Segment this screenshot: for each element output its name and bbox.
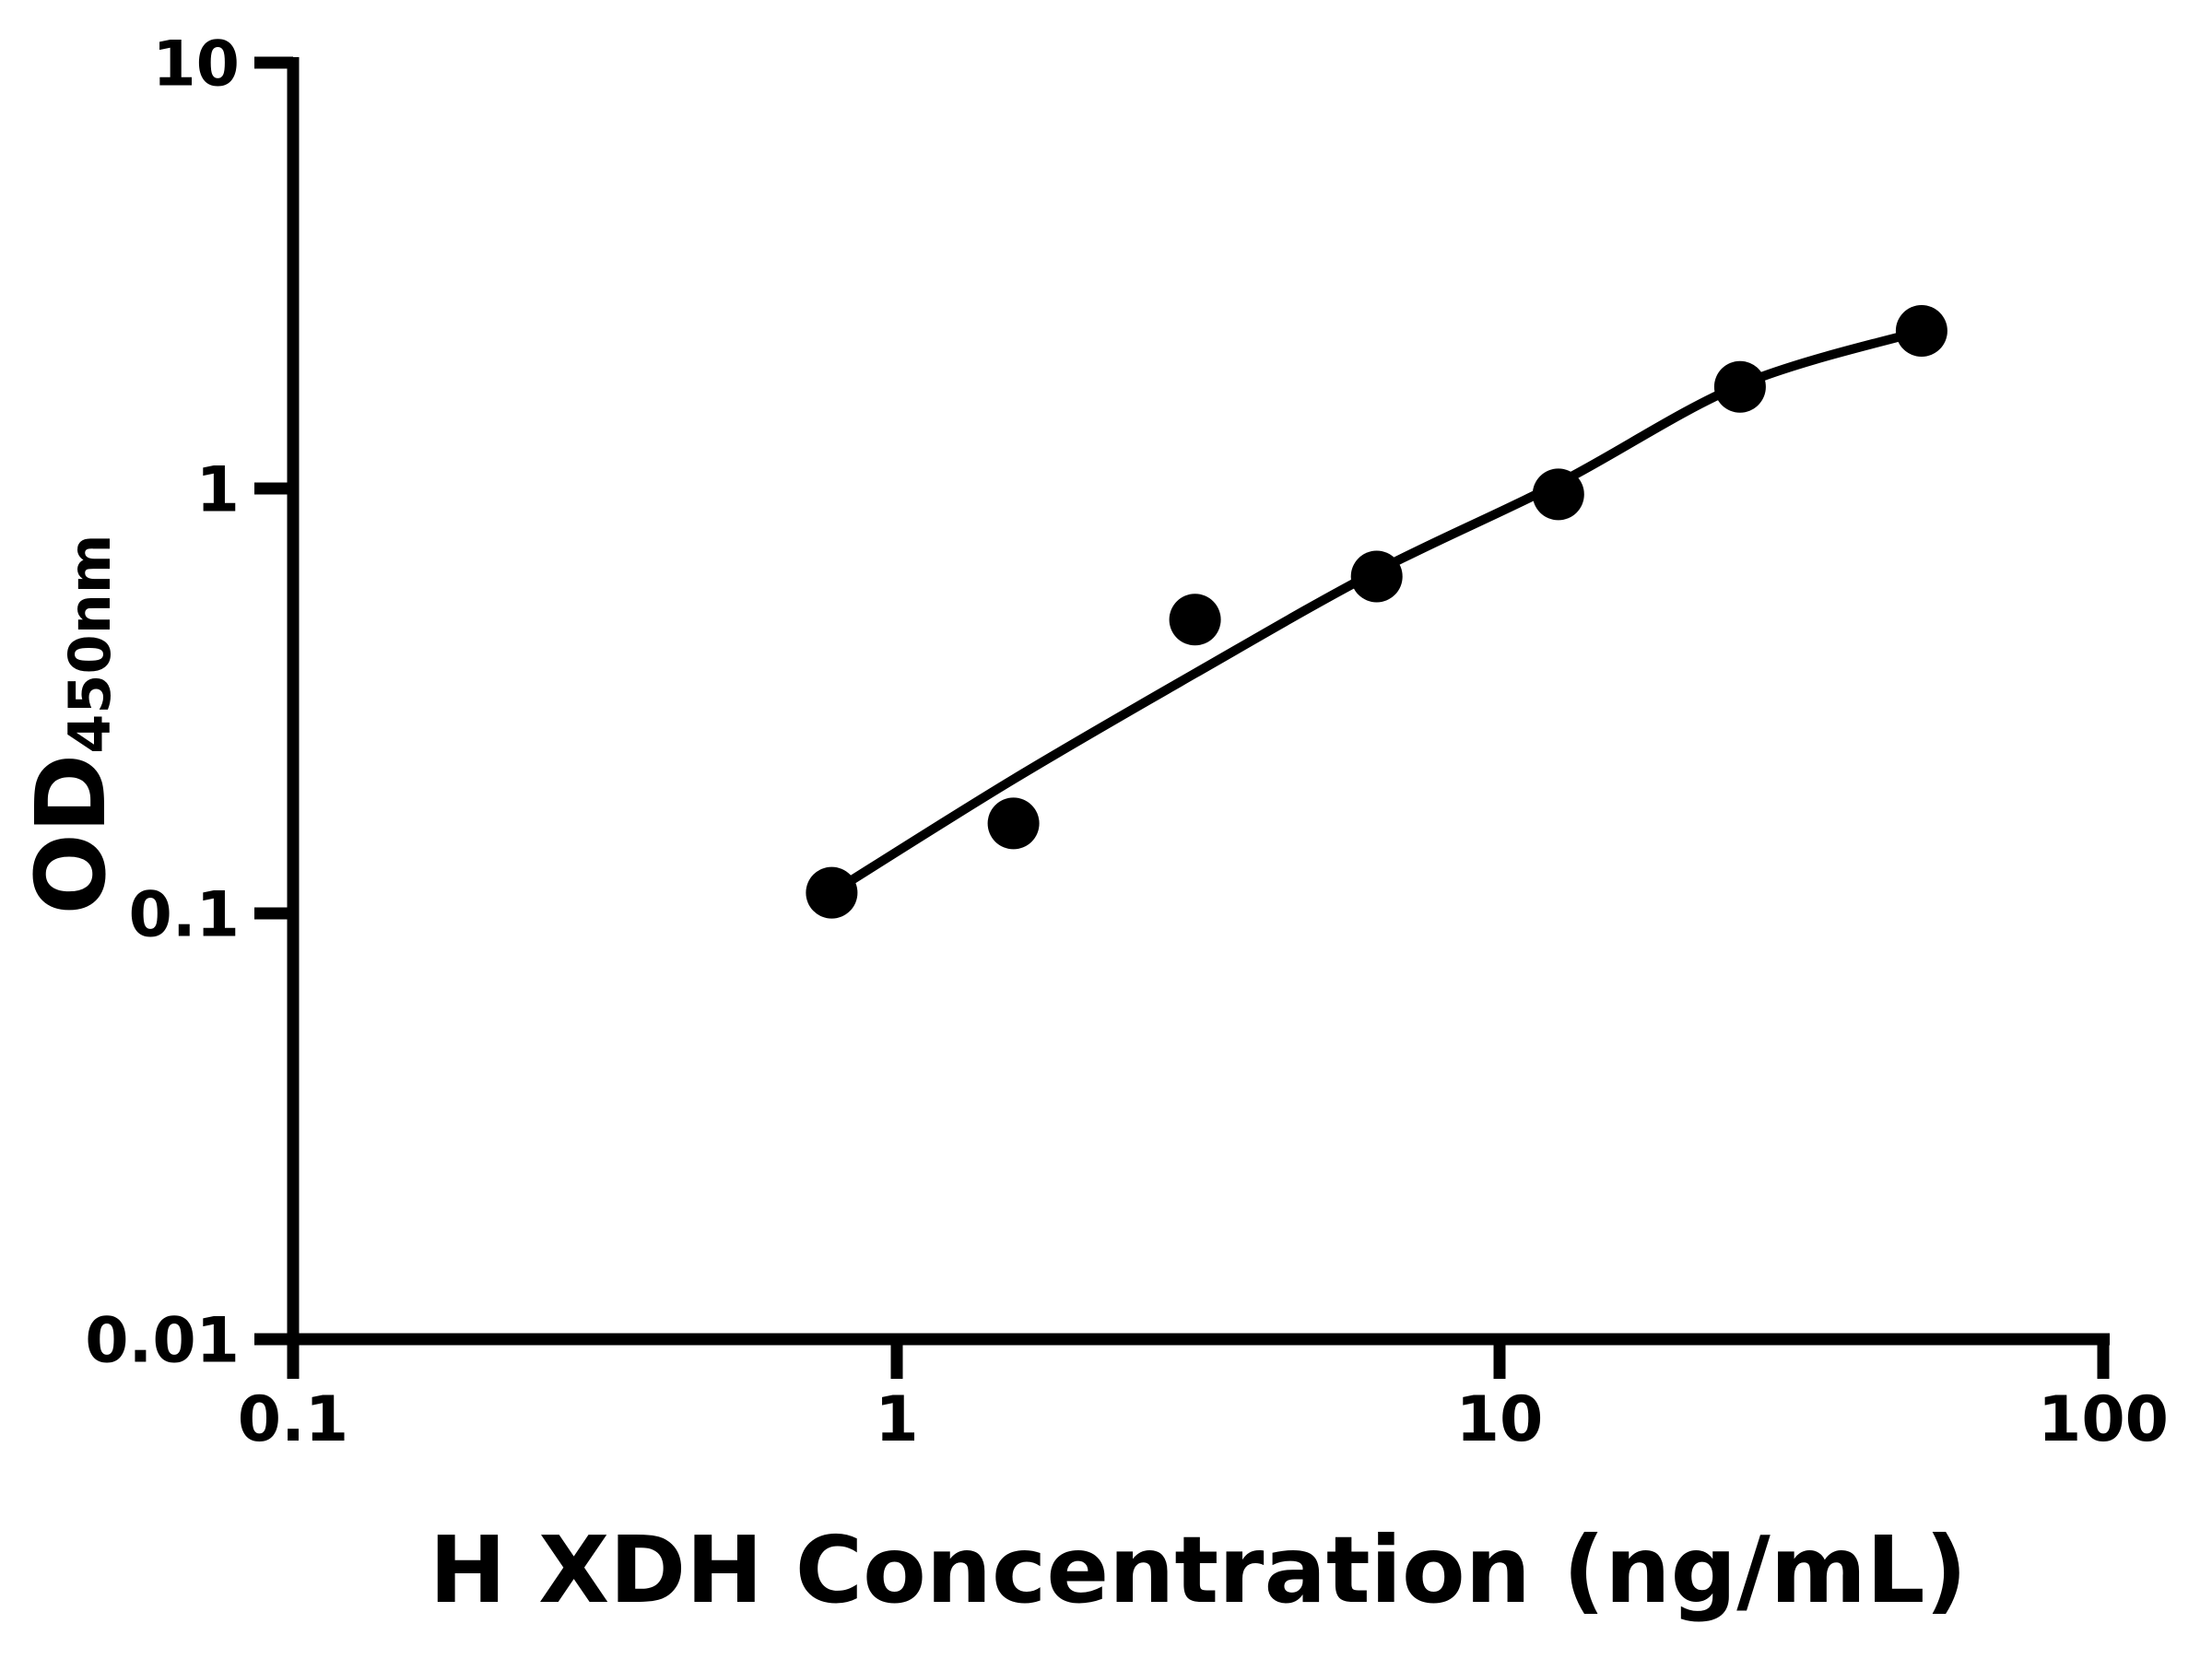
data-point-1 — [987, 797, 1040, 850]
axis-spines — [287, 57, 2110, 1346]
data-point-3 — [1350, 550, 1403, 603]
data-point-2 — [1169, 594, 1221, 646]
x-tick-label-100: 100 — [2038, 1383, 2169, 1456]
y-axis-title-subscript: 450nm — [56, 535, 124, 754]
x-tick-label-0p1: 0.1 — [238, 1383, 348, 1456]
y-tick-label-1: 1 — [196, 453, 240, 526]
y-tick-label-0p1: 0.1 — [129, 878, 240, 951]
y-axis-ticks — [254, 56, 293, 1346]
y-tick-label-10: 10 — [152, 28, 240, 100]
y-axis-title-main: OD — [15, 754, 127, 915]
y-axis-tick-labels: 10 1 0.1 0.01 — [85, 28, 240, 1377]
data-point-4 — [1532, 468, 1584, 521]
data-point-0 — [806, 866, 858, 919]
data-point-6 — [1895, 305, 1947, 357]
data-points — [806, 305, 1947, 919]
x-tick-label-1: 1 — [875, 1383, 918, 1456]
data-point-5 — [1713, 360, 1766, 413]
x-tick-label-10: 10 — [1456, 1383, 1544, 1456]
x-axis-title: H XDH Concentration (ng/mL) — [429, 1516, 1968, 1624]
x-axis-tick-labels: 0.1 1 10 100 — [238, 1383, 2169, 1456]
x-axis-ticks — [287, 1339, 2110, 1379]
y-axis-title: OD450nm — [15, 535, 127, 915]
y-tick-label-0p01: 0.01 — [85, 1304, 240, 1377]
